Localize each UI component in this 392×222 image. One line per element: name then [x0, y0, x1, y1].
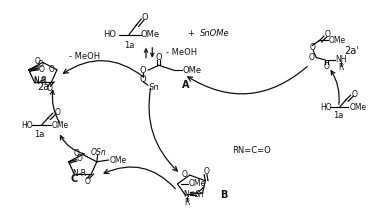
Text: B: B [220, 190, 228, 200]
Text: O: O [140, 66, 147, 75]
Text: O: O [34, 57, 40, 66]
Text: O: O [181, 170, 187, 178]
Text: -R: -R [40, 76, 47, 85]
Text: O: O [38, 60, 44, 69]
Text: OMe: OMe [140, 30, 160, 39]
Text: 1a: 1a [34, 130, 45, 139]
Text: N: N [33, 77, 38, 86]
Text: O: O [309, 43, 315, 52]
Text: O: O [47, 84, 53, 93]
Text: 1a: 1a [333, 111, 343, 120]
Text: O: O [74, 149, 80, 158]
Text: 1a: 1a [124, 41, 135, 50]
Text: 2a': 2a' [344, 46, 359, 56]
Text: O: O [39, 65, 45, 74]
Text: O: O [85, 177, 91, 186]
Text: HO: HO [320, 103, 332, 111]
Text: OMe: OMe [109, 156, 127, 165]
Text: - MeOH: - MeOH [165, 48, 197, 57]
Text: OSn: OSn [91, 148, 107, 157]
Text: OMe: OMe [183, 66, 201, 75]
Text: A: A [182, 80, 189, 90]
Text: NH: NH [336, 55, 347, 64]
Text: Sn: Sn [195, 190, 205, 199]
Text: RN=C=O: RN=C=O [232, 146, 271, 155]
Text: HO: HO [21, 121, 33, 130]
Text: +: + [187, 29, 194, 38]
Text: R: R [184, 198, 189, 207]
Text: O: O [156, 53, 162, 62]
Text: OMe: OMe [349, 103, 366, 111]
Text: O: O [76, 154, 82, 163]
Text: O: O [325, 30, 331, 39]
Text: O: O [55, 108, 61, 117]
Text: O: O [203, 167, 209, 176]
Text: O: O [142, 13, 149, 22]
Text: N: N [184, 190, 189, 199]
Text: - MeOH: - MeOH [69, 52, 100, 61]
Text: O: O [323, 62, 329, 71]
Text: OMe: OMe [329, 36, 346, 45]
Text: OMe: OMe [189, 179, 205, 188]
Text: OMe: OMe [51, 121, 69, 130]
Text: HO: HO [103, 30, 116, 39]
Text: O: O [309, 53, 314, 62]
Text: N: N [73, 169, 78, 178]
Text: SnOMe: SnOMe [200, 29, 230, 38]
Text: -R: -R [78, 169, 87, 178]
Text: O: O [352, 90, 358, 99]
Text: 2a: 2a [37, 82, 49, 92]
Text: -R: -R [39, 77, 47, 86]
Text: C: C [71, 174, 78, 184]
Text: Sn: Sn [149, 83, 160, 92]
Text: R: R [339, 63, 344, 72]
Text: O: O [140, 75, 147, 84]
Text: N: N [33, 76, 39, 85]
Text: O: O [48, 65, 54, 74]
